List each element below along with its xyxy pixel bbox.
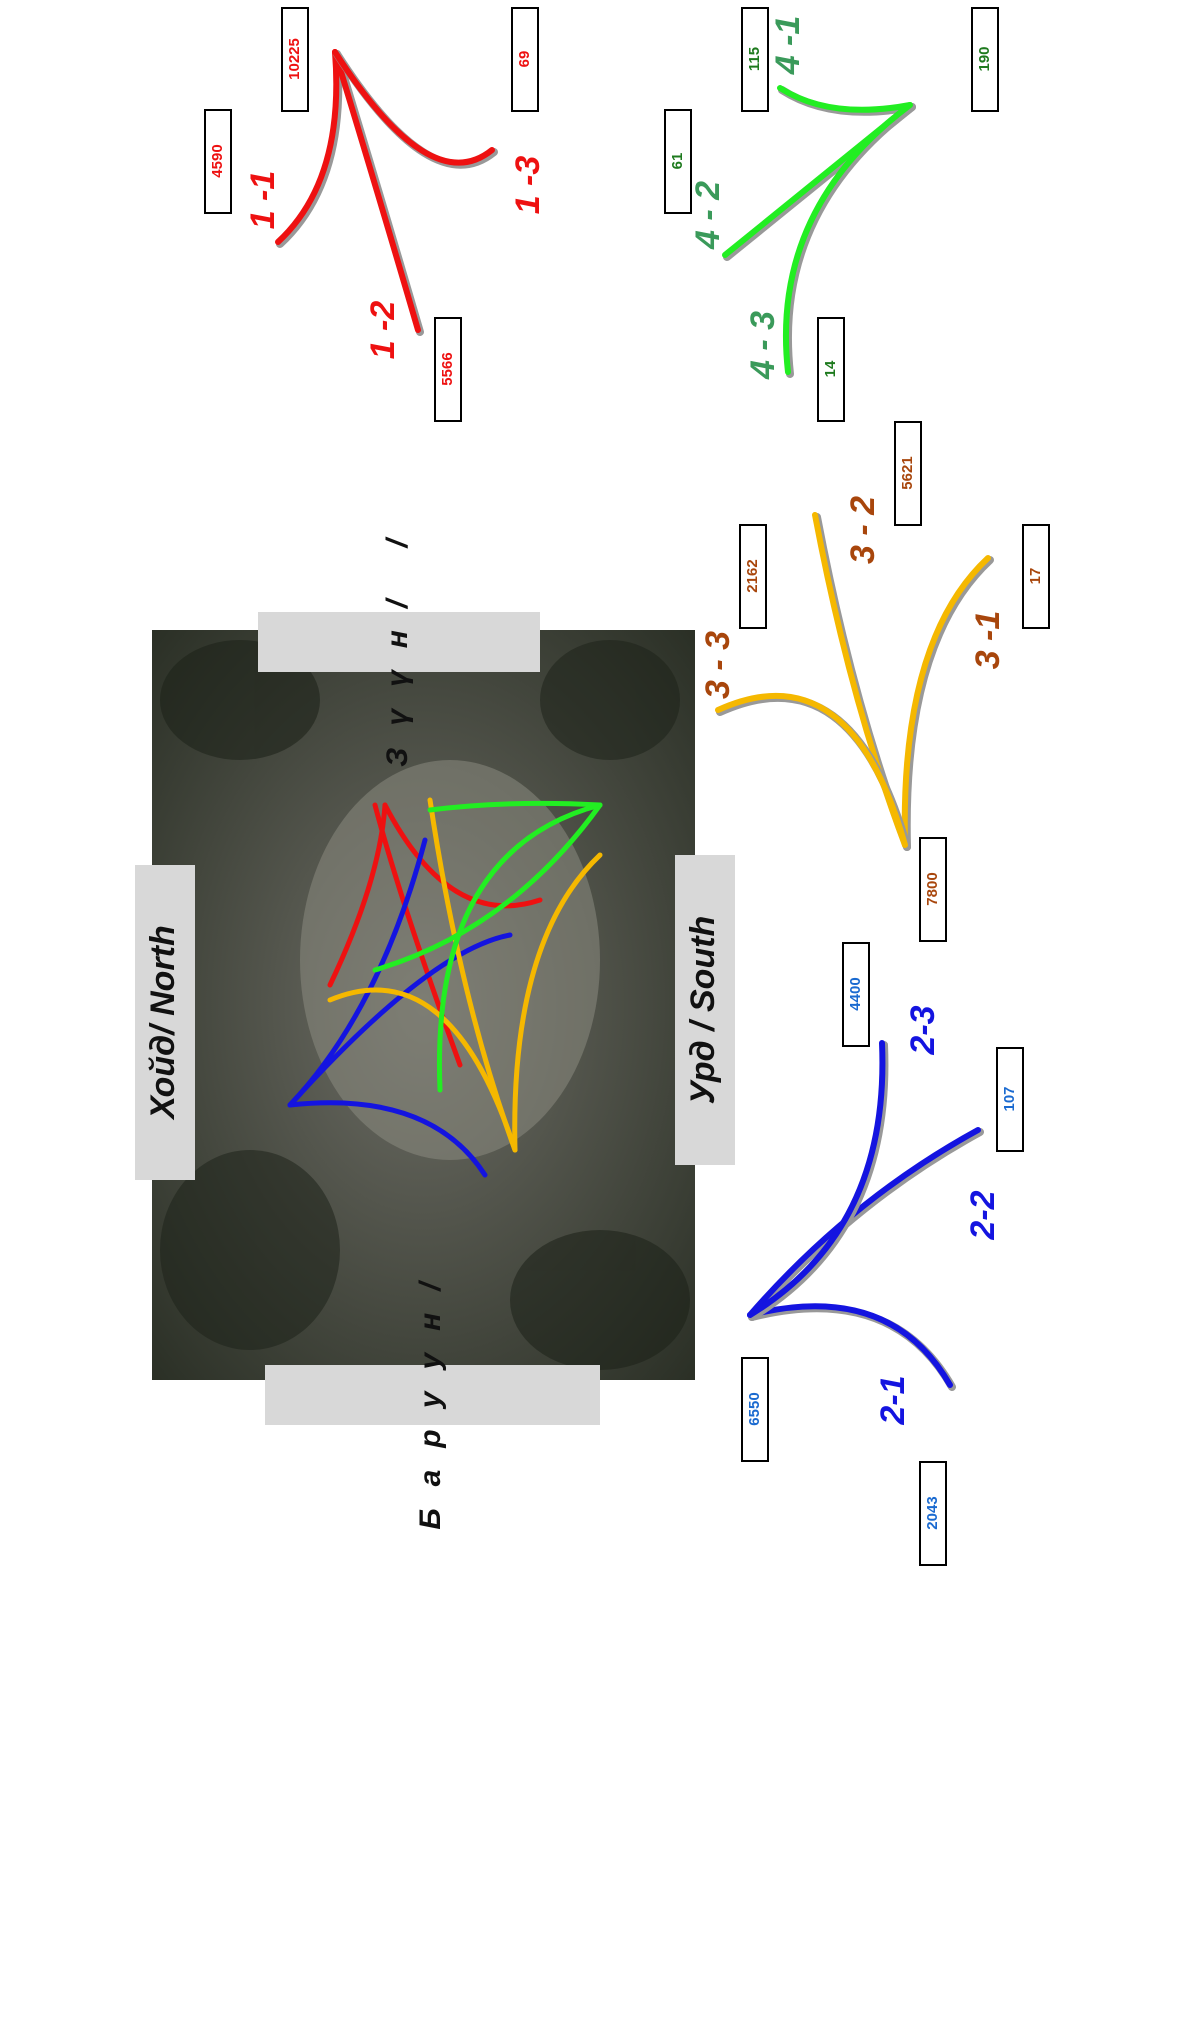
- count-text: 14: [822, 360, 839, 377]
- route-label: 2-2: [964, 1190, 1002, 1240]
- count-frame: [919, 1461, 947, 1566]
- count-box: 10225: [281, 7, 309, 112]
- count-text: 5621: [899, 456, 916, 489]
- overlay-paths: [287, 797, 603, 1178]
- count-frame: [511, 7, 539, 112]
- count-box: 6550: [741, 1357, 769, 1462]
- count-text: 4400: [847, 977, 864, 1010]
- count-frame: [281, 7, 309, 112]
- count-frame: [894, 421, 922, 526]
- south-label-box: [675, 855, 735, 1165]
- route-label: 2-3: [904, 1005, 942, 1055]
- count-box: 61: [664, 109, 692, 214]
- count-text: 2043: [924, 1496, 941, 1529]
- count-text: 190: [976, 46, 993, 71]
- west-label-box: [265, 1365, 600, 1425]
- count-box: 4400: [842, 942, 870, 1047]
- count-frame: [842, 942, 870, 1047]
- route-path: [275, 49, 340, 245]
- route-label: 4 - 3: [744, 311, 782, 380]
- count-box: 69: [511, 7, 539, 112]
- count-box: 17: [1022, 524, 1050, 629]
- south-label: Урд / South: [684, 916, 722, 1105]
- count-box: 190: [971, 7, 999, 112]
- route-shadow: [783, 103, 916, 378]
- count-box: 2162: [739, 524, 767, 629]
- route-label: 4 - 2: [689, 181, 727, 250]
- count-frame: [739, 524, 767, 629]
- count-text: 5566: [439, 352, 456, 385]
- count-frame: [919, 837, 947, 942]
- count-frame: [664, 109, 692, 214]
- west-label: Баруун/: [414, 1260, 447, 1529]
- count-text: 10225: [286, 38, 303, 80]
- route-group: 2-1 2043 2-2 107 2-3 4400 6550: [741, 942, 1024, 1566]
- count-text: 69: [516, 51, 533, 68]
- count-text: 6550: [746, 1392, 763, 1425]
- count-box: 14: [817, 317, 845, 422]
- route-path: [901, 555, 991, 848]
- count-frame: [996, 1047, 1024, 1152]
- east-label: Зүүн/ /: [381, 517, 414, 767]
- route-label: 2-1: [874, 1375, 912, 1425]
- count-text: 61: [669, 153, 686, 170]
- route-label: 1 -1: [244, 171, 282, 230]
- count-text: 107: [1001, 1086, 1018, 1111]
- route-path: [332, 49, 421, 333]
- route-label: 4 -1: [769, 16, 807, 76]
- count-text: 7800: [924, 872, 941, 905]
- route-label: 1 -2: [364, 301, 402, 360]
- count-frame: [434, 317, 462, 422]
- count-text: 4590: [209, 144, 226, 177]
- count-box: 107: [996, 1047, 1024, 1152]
- route-label: 3 - 3: [699, 631, 737, 699]
- count-text: 17: [1027, 568, 1044, 585]
- north-label-box: [135, 865, 195, 1180]
- route-path: [747, 1040, 886, 1318]
- count-frame: [741, 7, 769, 112]
- count-box: 5621: [894, 421, 922, 526]
- route-path: [777, 85, 913, 113]
- count-frame: [1022, 524, 1050, 629]
- east-label-box: [258, 612, 540, 672]
- count-text: 2162: [744, 559, 761, 592]
- count-box: 2043: [919, 1461, 947, 1566]
- route-group: 1 -1 4590 1 -2 5566 1 -3 69 10225: [204, 7, 547, 422]
- route-group: 3 -1 17 3 - 2 5621 3 - 3 2162 7800: [699, 421, 1050, 942]
- route-path: [715, 692, 908, 848]
- count-frame: [817, 317, 845, 422]
- route-path: [747, 1303, 953, 1388]
- count-box: 5566: [434, 317, 462, 422]
- route-path: [782, 102, 913, 375]
- count-frame: [741, 1357, 769, 1462]
- route-label: 1 -3: [509, 156, 547, 215]
- route-group: 4 -1 115 4 - 261 4 - 3 14 190: [664, 7, 999, 422]
- route-label: 3 -1: [969, 611, 1007, 670]
- count-box: 4590: [204, 109, 232, 214]
- count-text: 115: [746, 47, 763, 71]
- count-frame: [971, 7, 999, 112]
- count-frame: [204, 109, 232, 214]
- route-label: 3 - 2: [844, 496, 882, 564]
- north-label: Хойд/ North: [144, 925, 182, 1120]
- route-shadow: [902, 556, 994, 851]
- route-path: [332, 49, 495, 166]
- count-box: 115: [741, 7, 769, 112]
- count-box: 7800: [919, 837, 947, 942]
